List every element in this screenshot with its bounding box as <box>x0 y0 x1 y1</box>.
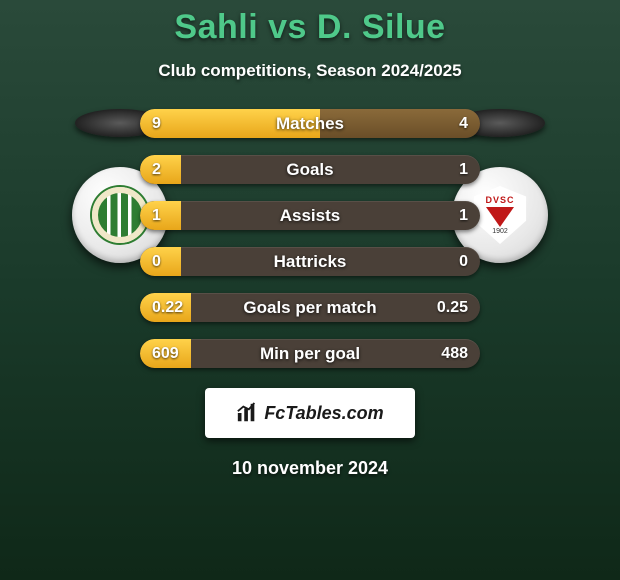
page-title: Sahli vs D. Silue <box>0 8 620 47</box>
player-right-name: D. Silue <box>317 8 446 46</box>
stat-value-left: 609 <box>140 339 191 368</box>
subtitle: Club competitions, Season 2024/2025 <box>0 61 620 81</box>
brand-label: FcTables.com <box>264 403 383 424</box>
stat-value-right: 1 <box>447 201 480 230</box>
brand-badge[interactable]: FcTables.com <box>205 388 415 438</box>
stat-value-left: 0 <box>140 247 173 276</box>
chart-icon <box>236 402 258 424</box>
stat-value-right: 1 <box>447 155 480 184</box>
stat-value-right: 0 <box>447 247 480 276</box>
stat-row: 0.220.25Goals per match <box>140 293 480 322</box>
stat-row: 94Matches <box>140 109 480 138</box>
stat-value-left: 2 <box>140 155 173 184</box>
snapshot-date: 10 november 2024 <box>0 458 620 479</box>
stat-row: 1 1Assists <box>140 201 480 230</box>
stat-value-left: 1 <box>140 201 173 230</box>
dvsc-crest-text: DVSC <box>485 195 514 205</box>
stat-row: 2 1Goals <box>140 155 480 184</box>
stat-value-left: 9 <box>140 109 173 138</box>
widget-root: Sahli vs D. Silue Club competitions, Sea… <box>0 0 620 580</box>
stat-value-right: 0.25 <box>425 293 480 322</box>
stat-value-right: 488 <box>429 339 480 368</box>
stat-value-left: 0.22 <box>140 293 195 322</box>
stat-value-right: 4 <box>447 109 480 138</box>
stats-area: DVSC 1902 94Matches21Goals11Assists00Hat… <box>70 109 550 368</box>
stat-label: Hattricks <box>140 247 480 276</box>
dvsc-crest-year: 1902 <box>492 228 508 235</box>
stat-label: Goals <box>140 155 480 184</box>
dvsc-triangle-icon <box>486 207 514 227</box>
stat-row: 609488Min per goal <box>140 339 480 368</box>
player-left-name: Sahli <box>174 8 258 46</box>
stat-label: Assists <box>140 201 480 230</box>
stat-bars: 94Matches21Goals11Assists00Hattricks0.22… <box>140 109 480 368</box>
title-vs: vs <box>268 8 307 46</box>
stat-row: 0 0Hattricks <box>140 247 480 276</box>
